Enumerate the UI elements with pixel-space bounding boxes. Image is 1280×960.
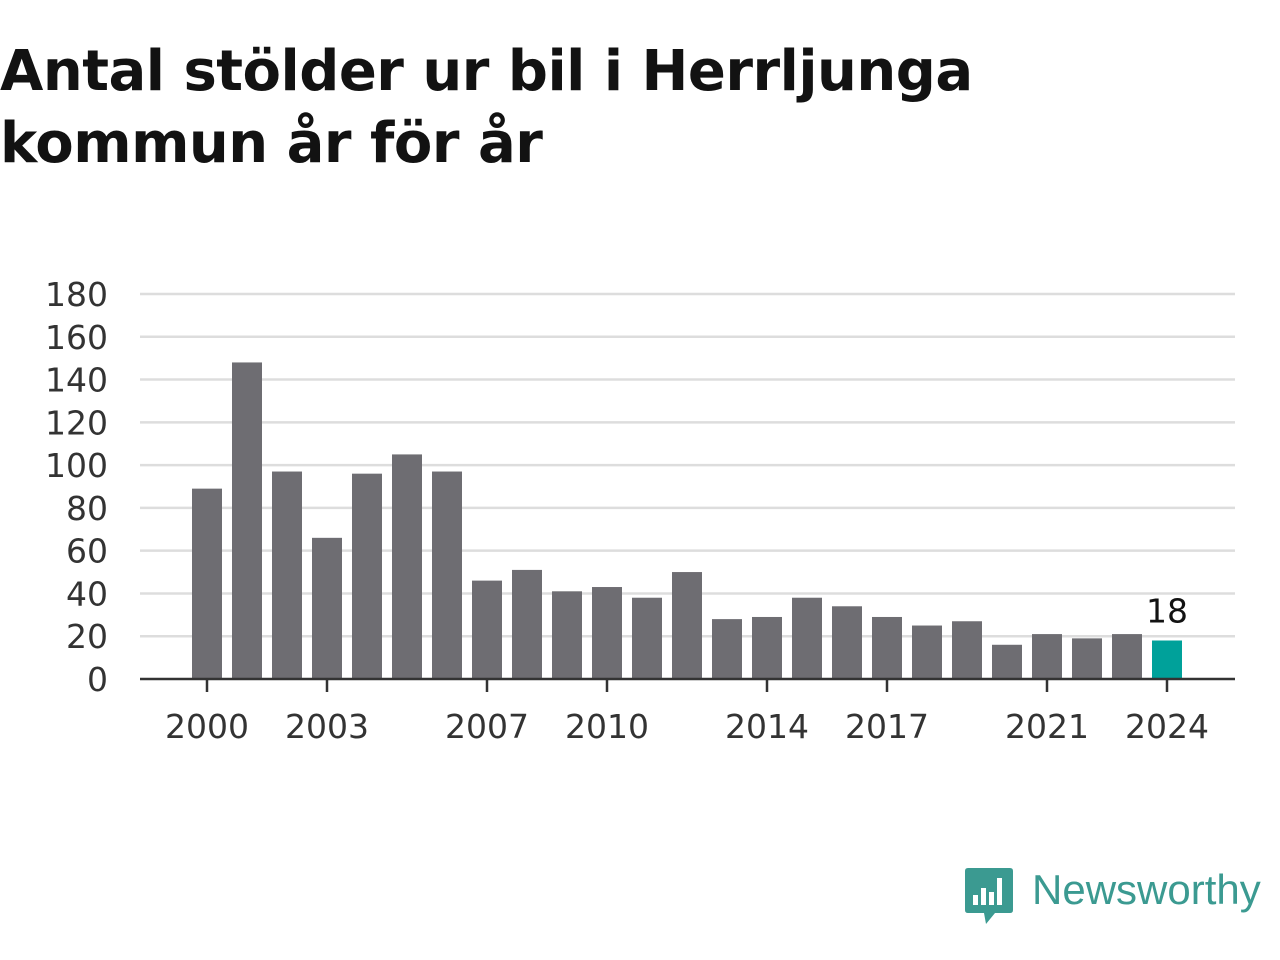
brand-logo: Newsworthy [964,864,1261,928]
y-tick-label: 120 [45,403,108,442]
y-tick-label: 160 [45,318,108,357]
bar [512,569,542,679]
bar [592,587,622,679]
bar-value-label: 18 [1146,592,1188,631]
bar [352,473,382,679]
bar [472,580,502,679]
y-tick-label: 140 [45,361,108,400]
bar [912,625,942,679]
x-tick-label: 2003 [285,707,369,746]
x-axis [140,677,1235,692]
bar [552,591,582,679]
y-tick-label: 20 [66,617,108,656]
y-tick-label: 0 [87,660,108,699]
x-tick-label: 2021 [1005,707,1089,746]
x-tick-label: 2017 [845,707,929,746]
y-tick-label: 180 [45,275,108,314]
x-tick-label: 2007 [445,707,529,746]
newsworthy-logo-icon [965,868,1013,924]
bar [792,597,822,679]
x-tick-label: 2024 [1125,707,1209,746]
x-tick-label: 2000 [165,707,249,746]
bar [712,619,742,679]
bar [432,471,462,679]
bar [312,537,342,679]
x-tick-label: 2010 [565,707,649,746]
brand-name: Newsworthy [1032,866,1261,913]
bar [632,597,662,679]
bar [752,616,782,679]
bar [1032,634,1062,679]
bars [192,362,1182,679]
y-tick-label: 60 [66,532,108,571]
bar [392,454,422,679]
bar [272,471,302,679]
bar [1112,634,1142,679]
y-tick-label: 80 [66,489,108,528]
gridlines [140,292,1235,638]
bar [992,644,1022,679]
bar [832,606,862,679]
bar [952,621,982,679]
bar-highlight [1152,640,1182,679]
bar [872,616,902,679]
bar [232,362,262,679]
bar [672,572,702,679]
bar [192,488,222,679]
y-tick-label: 40 [66,574,108,613]
x-tick-label: 2014 [725,707,809,746]
chart-title: Antal stölder ur bil i Herrljunga kommun… [0,39,973,176]
y-tick-label: 100 [45,446,108,485]
bar [1072,638,1102,679]
